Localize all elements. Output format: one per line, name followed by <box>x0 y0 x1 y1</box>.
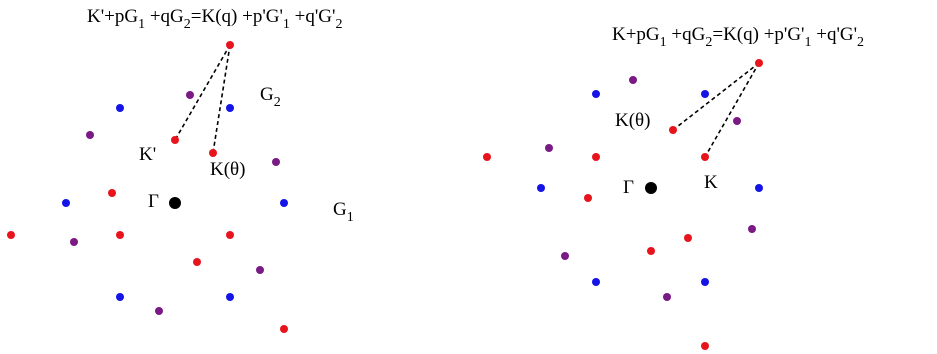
left-purple-point <box>86 131 94 139</box>
left-red-point <box>226 231 234 239</box>
right-red-point <box>592 153 600 161</box>
right-purple-point <box>561 252 569 260</box>
left-blue-point <box>116 293 124 301</box>
right-red-point <box>684 234 692 242</box>
left-blue-point <box>280 199 288 207</box>
left-red-point <box>7 231 15 239</box>
right-blue-point <box>592 90 600 98</box>
right-purple-point <box>748 225 756 233</box>
left-red-point-k-prime <box>171 136 179 144</box>
left-red-point-k-theta <box>209 149 217 157</box>
right-gamma-point <box>645 182 657 194</box>
right-red-point <box>584 194 592 202</box>
right-red-point-top <box>755 59 763 67</box>
right-purple-point <box>733 117 741 125</box>
left-purple-point <box>256 266 264 274</box>
left-dashed-line-to-k-theta <box>212 44 231 154</box>
left-purple-point <box>186 91 194 99</box>
left-red-point <box>193 258 201 266</box>
left-g2-label: G2 <box>260 84 281 110</box>
right-gamma-label: Γ <box>623 177 634 198</box>
right-purple-point <box>545 144 553 152</box>
right-dashed-line-to-k-theta <box>672 62 760 131</box>
left-equation: K'+pG1 +qG2=K(q) +p'G'1 +q'G'2 <box>87 6 342 32</box>
left-purple-point <box>272 158 280 166</box>
right-purple-point <box>663 293 671 301</box>
right-red-point <box>647 247 655 255</box>
left-red-point <box>116 231 124 239</box>
left-blue-point <box>226 293 234 301</box>
left-blue-point <box>226 104 234 112</box>
right-red-point <box>701 342 709 350</box>
right-blue-point <box>701 90 709 98</box>
left-blue-point <box>62 199 70 207</box>
right-red-point <box>483 153 491 161</box>
left-k-theta-label: K(θ) <box>210 159 245 180</box>
right-blue-point <box>537 184 545 192</box>
left-purple-point <box>155 307 163 315</box>
left-g1-label: G1 <box>333 199 354 225</box>
right-blue-point <box>755 184 763 192</box>
left-red-point <box>108 189 116 197</box>
left-red-point-top <box>226 41 234 49</box>
right-dashed-line-to-k <box>704 62 760 158</box>
right-purple-point <box>629 76 637 84</box>
left-blue-point <box>116 104 124 112</box>
left-purple-point <box>70 238 78 246</box>
right-k-label: K <box>704 172 718 193</box>
left-red-point <box>280 325 288 333</box>
right-red-point-k <box>701 153 709 161</box>
left-k-prime-label: K' <box>139 144 156 165</box>
left-gamma-label: Γ <box>148 191 159 212</box>
right-red-point-k-theta <box>669 126 677 134</box>
right-blue-point <box>701 278 709 286</box>
right-k-theta-label: K(θ) <box>615 110 650 131</box>
right-equation: K+pG1 +qG2=K(q) +p'G'1 +q'G'2 <box>612 24 864 50</box>
right-blue-point <box>592 278 600 286</box>
right-panel: K+pG1 +qG2=K(q) +p'G'1 +q'G'2 Γ K(θ) K <box>483 24 864 350</box>
left-gamma-point <box>169 197 181 209</box>
left-panel: K'+pG1 +qG2=K(q) +p'G'1 +q'G'2 Γ K' K(θ)… <box>7 6 354 333</box>
left-dashed-line-to-k-prime <box>174 44 231 141</box>
